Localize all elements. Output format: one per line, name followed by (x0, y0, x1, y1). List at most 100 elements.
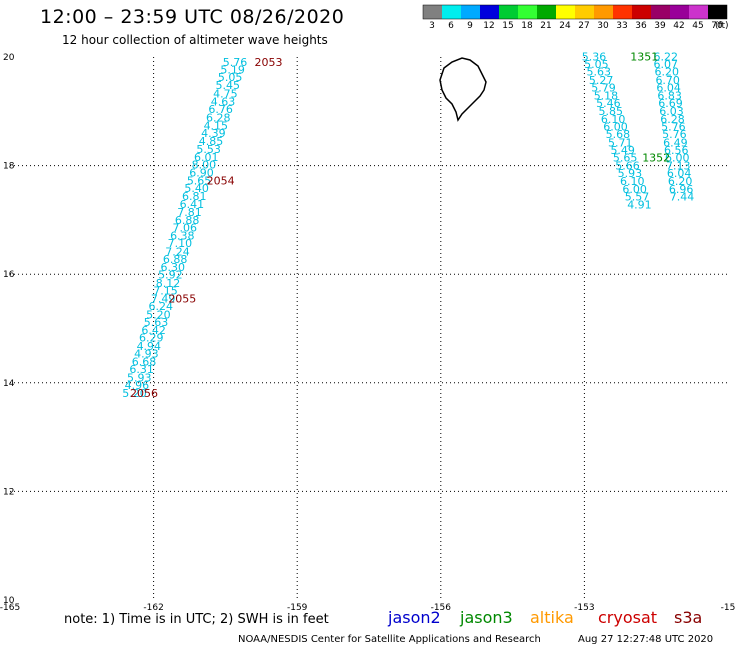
y-tick-label: 10 (3, 596, 15, 606)
y-tick-label: 20 (3, 53, 15, 63)
color-scale-label: 70 (711, 21, 723, 31)
swh-label: 4.91 (627, 199, 652, 212)
swh-label: 5.85 (598, 105, 623, 118)
swh-label: 6.38 (170, 230, 195, 243)
swh-label: 4.96 (125, 379, 150, 392)
swh-label: 5.68 (606, 128, 631, 141)
swh-label: 7.49 (151, 293, 176, 306)
legend-jason2: jason2 (388, 608, 441, 627)
swh-label: 6.01 (194, 151, 219, 164)
x-tick-label: -156 (431, 603, 452, 613)
swh-label: 5.92 (158, 269, 183, 282)
color-scale-label: 33 (616, 21, 628, 31)
color-scale-border (422, 4, 728, 20)
color-swatch (689, 5, 708, 19)
swh-label: 5.53 (196, 143, 221, 156)
time-label: 2055 (168, 293, 196, 306)
color-scale-label: 42 (673, 21, 685, 31)
swh-label: 6.10 (620, 175, 645, 188)
color-scale (422, 4, 728, 20)
color-swatch (537, 5, 556, 19)
color-scale-label: 45 (692, 21, 704, 31)
swh-label: 5.45 (216, 79, 241, 92)
color-swatch (423, 5, 442, 19)
swh-label: 5.79 (591, 81, 616, 94)
color-scale-label: 6 (448, 21, 454, 31)
swh-label: 4.15 (204, 119, 229, 132)
swh-label: 5.27 (589, 74, 614, 87)
swh-label: 6.28 (206, 111, 231, 124)
swh-label: 8.00 (192, 159, 217, 172)
color-scale-label: 24 (559, 21, 571, 31)
swh-label: 8.12 (156, 277, 181, 290)
swh-label: 5.36 (582, 50, 607, 63)
color-swatch (556, 5, 575, 19)
color-swatch (480, 5, 499, 19)
color-swatch (575, 5, 594, 19)
swh-label: 6.69 (658, 97, 683, 110)
swh-label: 6.56 (664, 144, 689, 157)
swh-label: 6.04 (667, 167, 692, 180)
swh-label: 7.81 (177, 206, 202, 219)
swh-label: 4.75 (213, 87, 238, 100)
swh-label: 6.49 (663, 136, 688, 149)
swh-label: 5.20 (122, 387, 147, 400)
swh-label: 5.93 (618, 167, 643, 180)
color-scale-label: 36 (635, 21, 647, 31)
swh-label: 6.00 (665, 151, 690, 164)
x-tick-label: -162 (143, 603, 163, 613)
swh-label: 5.76 (662, 128, 687, 141)
swh-label: 5.93 (127, 371, 152, 384)
swh-label: 6.04 (656, 81, 681, 94)
swh-label: 5.57 (625, 191, 650, 204)
color-scale-label: 21 (540, 21, 552, 31)
color-swatch (442, 5, 461, 19)
swh-label: 6.70 (655, 74, 680, 87)
swh-label: 4.93 (134, 347, 159, 360)
swh-label: 6.83 (657, 90, 682, 103)
swh-label: 7.10 (168, 237, 193, 250)
color-swatch (594, 5, 613, 19)
swh-label: 6.88 (175, 214, 200, 227)
color-scale-unit: (ft) (715, 21, 729, 31)
swh-label: 6.88 (163, 253, 188, 266)
legend-s3a: s3a (674, 608, 703, 627)
swh-label: 6.07 (654, 58, 679, 71)
swh-label: 7.06 (172, 222, 197, 235)
time-label: 1351 (630, 50, 658, 63)
color-swatch (632, 5, 651, 19)
color-scale-label: 30 (597, 21, 609, 31)
swh-label: 6.30 (160, 261, 185, 274)
swh-label: 6.31 (129, 363, 154, 376)
color-swatch (708, 5, 727, 19)
swh-label: 5.19 (220, 63, 245, 76)
y-tick-label: 12 (3, 487, 14, 497)
swh-label: 7.24 (165, 245, 190, 258)
swh-label: 6.20 (654, 66, 679, 79)
swh-label: 6.96 (669, 183, 694, 196)
swh-label: 6.28 (660, 113, 685, 126)
swh-label: 6.68 (132, 356, 157, 369)
swh-label: 4.63 (211, 96, 236, 109)
swh-label: 6.24 (149, 300, 174, 313)
swh-label: 5.46 (596, 97, 621, 110)
time-label: 2054 (207, 174, 235, 187)
chart-marks: 5.765.195.055.454.754.636.766.284.154.39… (122, 50, 694, 400)
time-label: 1352 (642, 151, 670, 164)
color-swatch (651, 5, 670, 19)
swh-label: 5.76 (223, 56, 248, 69)
color-swatch (670, 5, 689, 19)
color-scale-label: 12 (483, 21, 495, 31)
color-scale-label: 3 (429, 21, 435, 31)
swh-label: 7.15 (153, 284, 178, 297)
swh-label: 4.39 (201, 127, 226, 140)
hawaii-island-outline (439, 57, 487, 122)
swh-label: 6.76 (208, 103, 233, 116)
swh-label: 6.00 (622, 183, 647, 196)
page-subtitle: 12 hour collection of altimeter wave hei… (62, 33, 328, 47)
swh-label: 6.10 (601, 113, 626, 126)
swh-label: 5.65 (613, 151, 638, 164)
swh-label: 6.20 (668, 175, 693, 188)
swh-label: 6.90 (189, 167, 214, 180)
x-tick-label: -153 (574, 603, 594, 613)
